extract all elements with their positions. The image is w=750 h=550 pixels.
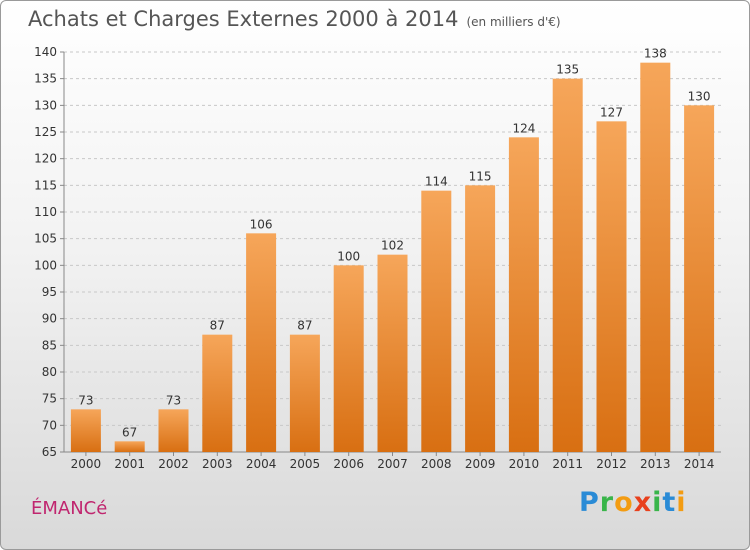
- chart-title: Achats et Charges Externes 2000 à 2014 (e…: [28, 7, 561, 31]
- x-tick-label: 2006: [333, 457, 364, 471]
- x-tick-label: 2009: [465, 457, 496, 471]
- y-tick-label: 80: [42, 365, 57, 379]
- y-tick-label: 105: [34, 232, 57, 246]
- bar: [202, 334, 233, 452]
- bar: [158, 409, 189, 452]
- x-tick-label: 2002: [158, 457, 189, 471]
- y-tick-label: 135: [34, 72, 57, 86]
- data-label: 102: [381, 239, 404, 253]
- logo-letter: r: [599, 487, 615, 518]
- x-axis: 2000 2001 2002 2003 2004 2005 2006 2007 2008 2009…: [71, 452, 715, 471]
- y-tick-label: 100: [34, 258, 57, 272]
- y-tick-label: 70: [42, 418, 57, 432]
- data-label: 138: [644, 47, 667, 61]
- bar: [684, 105, 715, 452]
- bar: [465, 185, 496, 453]
- bar: [640, 62, 671, 453]
- logo-letter: i: [652, 487, 663, 518]
- data-label: 124: [512, 121, 535, 135]
- x-tick-label: 2012: [596, 457, 627, 471]
- data-label: 100: [337, 249, 360, 263]
- proxiti-logo[interactable]: Proxiti: [579, 487, 687, 518]
- bar: [333, 265, 364, 452]
- x-tick-label: 2011: [552, 457, 583, 471]
- y-tick-label: 95: [42, 285, 57, 299]
- x-tick-label: 2014: [684, 457, 715, 471]
- logo-letter: t: [662, 487, 677, 518]
- data-label: 67: [122, 425, 137, 439]
- data-label: 115: [469, 169, 492, 183]
- bar: [289, 334, 320, 452]
- logo-letter: i: [676, 487, 687, 518]
- x-tick-label: 2000: [71, 457, 102, 471]
- bar: [246, 233, 277, 452]
- data-label: 73: [78, 393, 93, 407]
- y-tick-label: 75: [42, 392, 57, 406]
- bar: [70, 409, 101, 452]
- x-tick-label: 2005: [290, 457, 321, 471]
- y-tick-label: 120: [34, 152, 57, 166]
- title-text: Achats et Charges Externes 2000 à 2014: [28, 7, 459, 31]
- commune-name: ÉMANCé: [31, 498, 108, 519]
- y-tick-label: 115: [34, 178, 57, 192]
- bar: [596, 121, 627, 452]
- bar: [552, 78, 583, 453]
- x-tick-label: 2001: [114, 457, 145, 471]
- y-tick-label: 140: [34, 45, 57, 59]
- y-tick-label: 110: [34, 205, 57, 219]
- x-tick-label: 2013: [640, 457, 671, 471]
- y-tick-label: 85: [42, 338, 57, 352]
- data-label: 130: [688, 89, 711, 103]
- bar: [508, 137, 539, 453]
- bar: [377, 254, 408, 452]
- x-tick-label: 2010: [509, 457, 540, 471]
- data-label: 87: [210, 319, 225, 333]
- logo-letter: P: [579, 487, 600, 518]
- x-tick-label: 2004: [246, 457, 277, 471]
- data-label: 73: [166, 393, 181, 407]
- data-labels: 73 67 73 87 106 87 100 102 114 115 124 135 127 138 130: [78, 47, 710, 440]
- y-tick-label: 125: [34, 125, 57, 139]
- bar: [114, 441, 145, 452]
- data-label: 106: [250, 217, 273, 231]
- x-tick-label: 2007: [377, 457, 408, 471]
- logo-letter: x: [633, 487, 653, 518]
- y-tick-label: 130: [34, 98, 57, 112]
- logo-letter: o: [614, 487, 634, 518]
- x-tick-label: 2008: [421, 457, 452, 471]
- data-label: 114: [425, 175, 448, 189]
- bars: [70, 62, 715, 453]
- bar: [421, 190, 452, 452]
- y-tick-label: 90: [42, 312, 57, 326]
- y-tick-label: 65: [42, 445, 57, 459]
- data-label: 135: [556, 63, 579, 77]
- unit-label: (en milliers d'€): [466, 15, 561, 29]
- x-tick-label: 2003: [202, 457, 233, 471]
- data-label: 87: [297, 319, 312, 333]
- data-label: 127: [600, 105, 623, 119]
